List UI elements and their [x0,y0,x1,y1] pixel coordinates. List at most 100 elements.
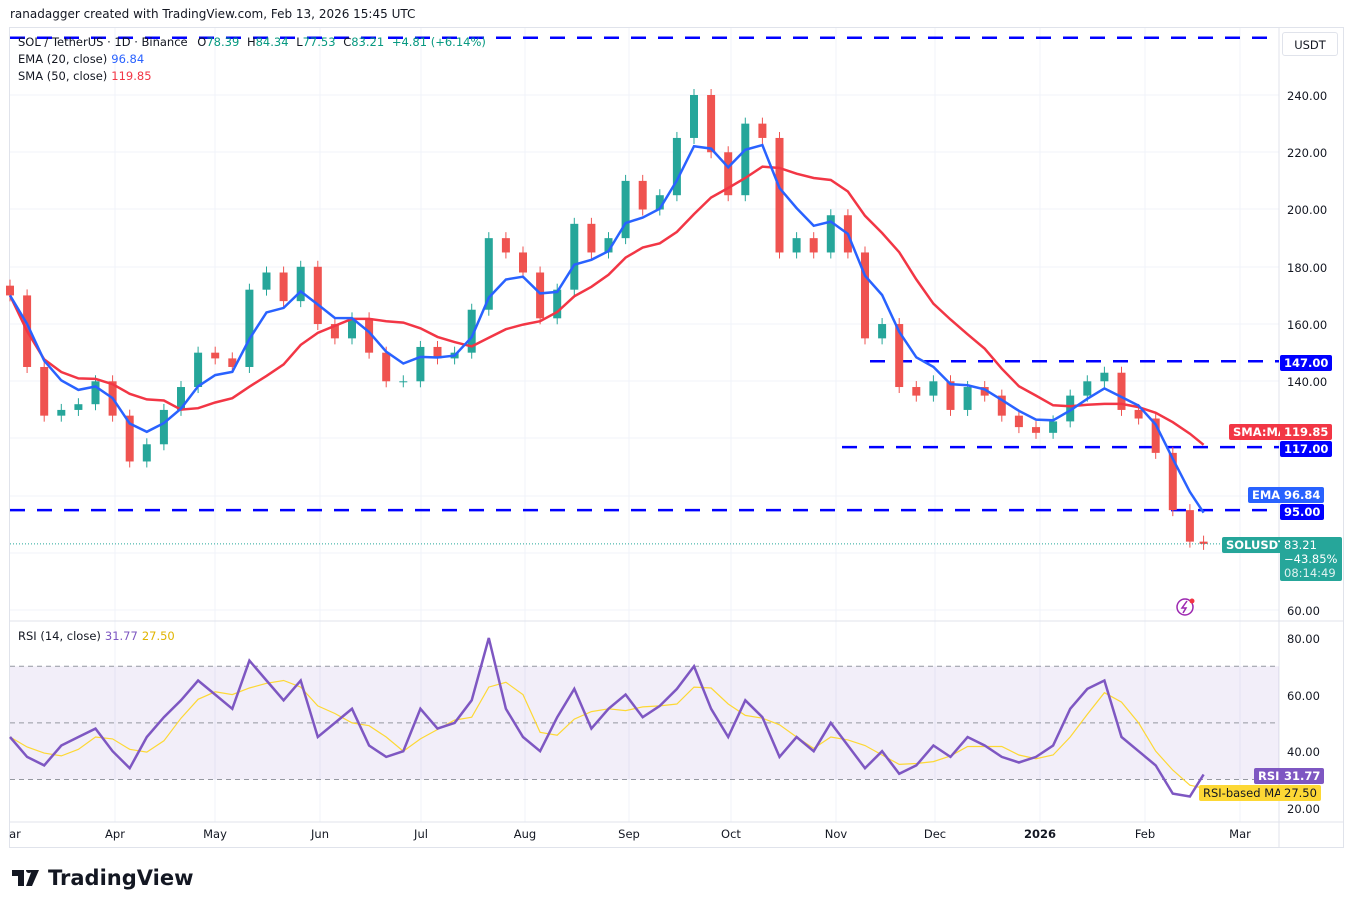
candle [912,387,921,396]
candle [792,238,801,253]
time-tick: Feb [1134,827,1156,841]
candle [1049,421,1058,433]
rsi-line [9,637,1205,798]
ema-legend[interactable]: EMA (20, close) 96.84 [18,52,144,66]
low-label: L [296,35,303,49]
time-tick: Sep [618,827,640,841]
candle [1083,381,1092,396]
candle [929,381,938,396]
time-tick: Apr [105,827,125,841]
candle [963,387,972,410]
price-tick: 220.00 [1287,146,1328,160]
candle [40,366,49,416]
candle [142,444,151,462]
ema-label: EMA (20, close) [18,52,108,66]
level-117-badge: 117.00 [1280,441,1333,457]
candle [758,123,767,138]
close-label: C [343,35,352,49]
candle [570,223,579,290]
candle [296,266,305,302]
time-tick: Oct [721,827,741,841]
candle [1014,415,1023,428]
alert-dot [1189,598,1195,604]
candle [536,272,545,319]
currency-selector[interactable]: USDT [1282,32,1338,56]
candle [1185,510,1194,542]
rsi-ma-value: 27.50 [141,629,175,643]
ema-value: 96.84 [111,52,145,66]
candle [895,324,904,388]
candle [194,352,203,388]
symbol-tag: SOLUSDT [1222,537,1290,553]
price-tick: 240.00 [1287,89,1328,103]
close-value: 83.21 [351,35,385,49]
candle [211,352,220,359]
rsi-tick: 40.00 [1287,745,1320,759]
sma-tag: SMA:MA [1229,424,1291,440]
sma-legend[interactable]: SMA (50, close) 119.85 [18,69,152,83]
candle [1199,541,1208,544]
candle [587,223,596,253]
rsi-ma-tag: RSI-based MA [1199,785,1286,801]
candle [878,324,887,339]
lightning-icon [1176,598,1194,616]
candle [707,95,716,153]
candle [382,352,391,382]
candle [809,238,818,253]
candle [1151,418,1160,453]
rsi-value-badge: 31.77 [1280,768,1325,784]
level-147-badge: 147.00 [1280,355,1333,371]
lightning-icon-bolt [1180,600,1188,614]
rsi-tick: 60.00 [1287,689,1320,703]
candle [245,289,254,367]
time-tick: Dec [923,827,947,841]
change-value: +4.81 (+6.14%) [391,35,486,49]
symbol-name[interactable]: SOL / TetherUS · 1D · Binance [18,35,188,49]
candle [638,180,647,210]
candle [467,309,476,353]
ema-tag: EMA [1248,487,1285,503]
last-price-badge: 83.21 −43.85% 08:14:49 [1280,537,1342,581]
candle [74,404,83,410]
time-tick: Jun [311,827,329,841]
ema-price-badge: 96.84 [1280,487,1325,503]
candle [604,238,613,253]
tradingview-logo-icon [12,870,39,886]
candle [433,346,442,359]
price-tick: 180.00 [1287,261,1328,275]
candle [1100,372,1109,382]
candle [416,346,425,382]
time-tick: May [203,827,227,841]
candle [519,252,527,273]
symbol-legend: SOL / TetherUS · 1D · Binance O78.39 H84… [18,35,486,49]
candle [672,137,681,196]
candle [262,272,271,290]
time-tick: Jul [414,827,428,841]
rsi-legend[interactable]: RSI (14, close) 31.77 27.50 [18,629,175,643]
candle [159,409,168,445]
last-price: 83.21 [1284,538,1317,552]
candle [365,318,374,353]
candle [177,387,185,410]
tradingview-logo[interactable]: TradingView [12,866,193,890]
candle [57,409,66,416]
sma-label: SMA (50, close) [18,69,108,83]
candle [861,252,869,339]
high-value: 84.34 [255,35,289,49]
candle [1032,427,1040,433]
candle [501,238,510,253]
candle [1168,452,1177,511]
rsi-ma-value-badge: 27.50 [1280,785,1321,801]
time-tick: Nov [824,827,848,841]
candle [484,238,493,310]
price-tick: 60.00 [1287,604,1320,618]
candle [91,381,100,405]
candle [399,381,408,383]
chart-frame [9,27,1344,848]
candle [826,215,835,253]
candle [553,289,562,319]
rsi-value: 31.77 [104,629,138,643]
price-tick: 140.00 [1287,375,1328,389]
price-tick: 160.00 [1287,318,1328,332]
